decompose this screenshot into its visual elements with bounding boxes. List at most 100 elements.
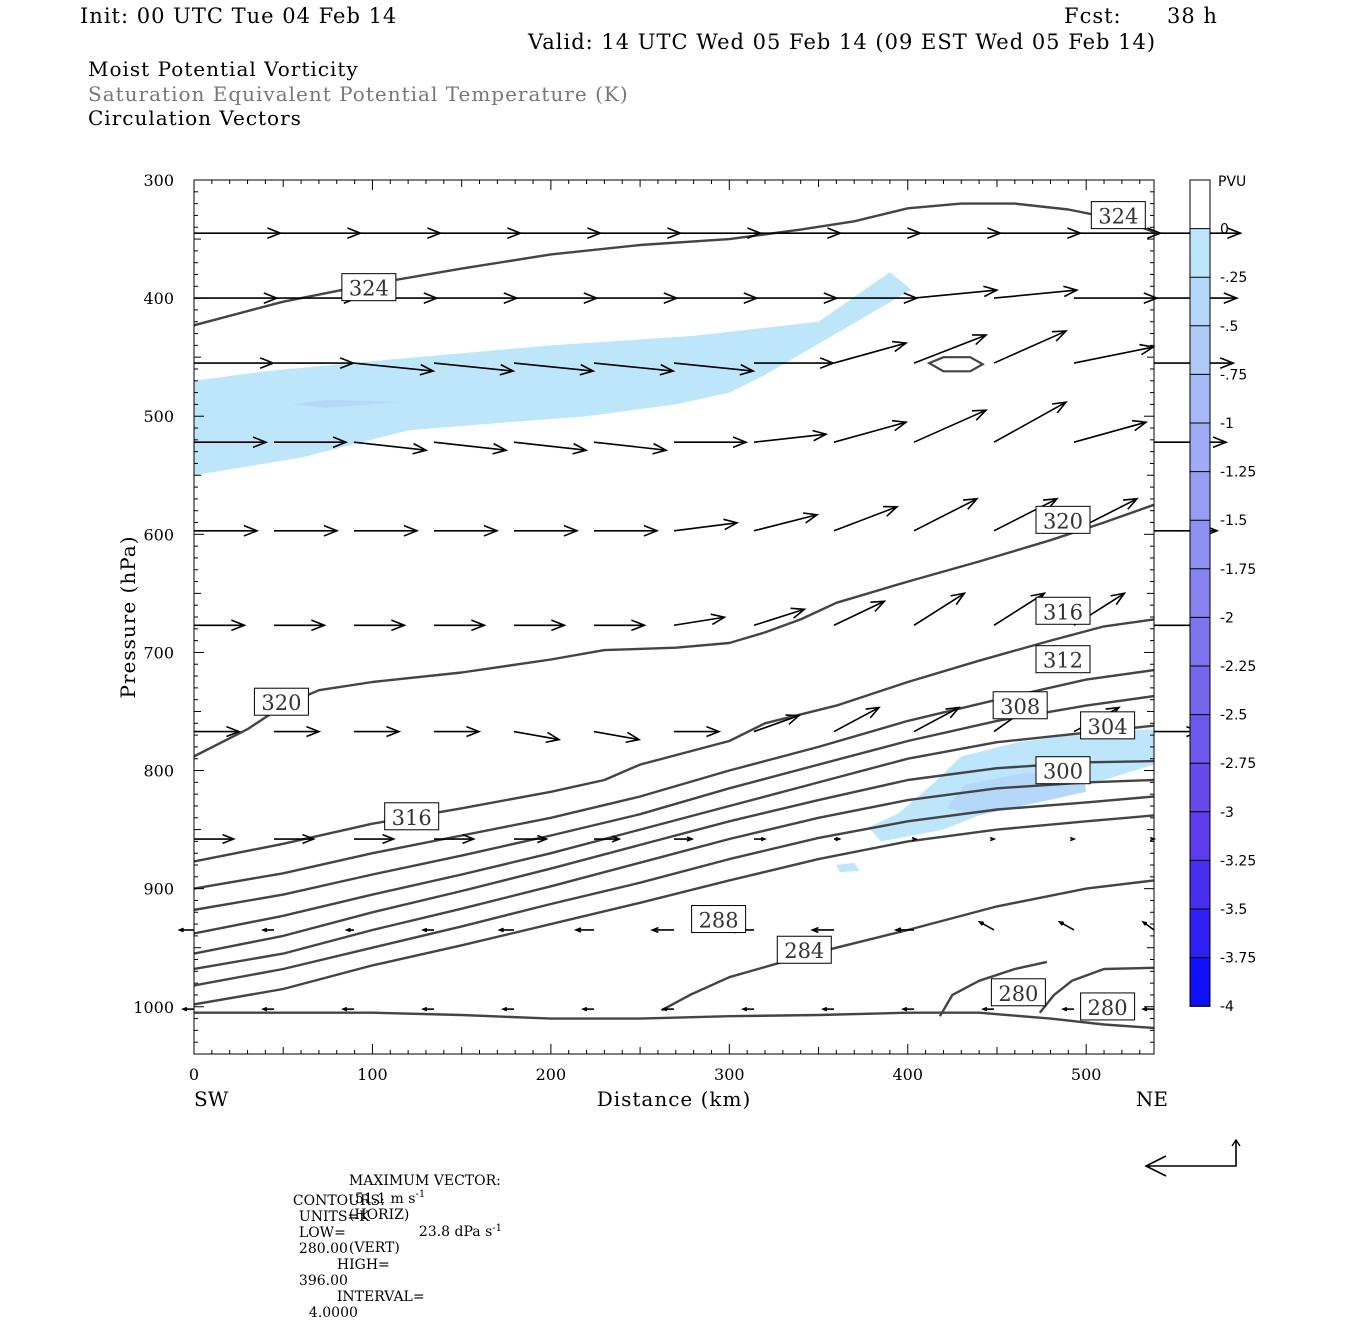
colorbar-swatch (1190, 228, 1210, 278)
contour-label-layer: 3243243203203163123083043003162882842802… (253, 201, 1146, 1021)
x-end-label-right: NE (1136, 1087, 1168, 1111)
circulation-vector (1057, 920, 1075, 931)
circulation-vector (913, 592, 967, 626)
contour-label: 280 (990, 978, 1046, 1007)
init-time: Init: 00 UTC Tue 04 Feb 14 (80, 4, 398, 28)
circulation-vector (261, 1006, 274, 1012)
circulation-vector (1073, 343, 1156, 364)
contour-label: 320 (253, 687, 309, 716)
colorbar-swatch (1190, 957, 1210, 1007)
circulation-vector (514, 619, 567, 632)
circulation-vector (1149, 836, 1157, 842)
circulation-vector (753, 714, 802, 733)
colorbar-swatch (1190, 471, 1210, 521)
max-vert-exponent: -1 (492, 1222, 503, 1234)
contour-label: 284 (776, 935, 832, 964)
svg-text:320: 320 (261, 691, 301, 715)
svg-text:324: 324 (349, 277, 389, 301)
circulation-vector (1141, 920, 1155, 931)
circulation-vector (514, 834, 549, 844)
theta-contour-line (1038, 966, 1154, 1014)
contours-label: CONTOURS: (292, 1193, 385, 1209)
colorbar-swatch (1190, 909, 1210, 958)
theta-contour-line (194, 759, 1154, 955)
circulation-vector (834, 227, 923, 240)
circulation-vector (1073, 419, 1149, 443)
circulation-vector (274, 725, 322, 738)
circulation-vector (194, 292, 279, 305)
svg-text:312: 312 (1043, 649, 1083, 673)
contours-low-label: LOW= (298, 1225, 346, 1241)
circulation-vector (434, 292, 519, 305)
colorbar-label: -1.5 (1220, 513, 1247, 529)
circulation-vector (993, 285, 1079, 299)
x-tick-label: 0 (189, 1065, 199, 1084)
theta-contour-line (194, 1011, 1154, 1030)
contour-label: 320 (1035, 505, 1091, 534)
circulation-vector (901, 1006, 914, 1012)
x-end-label-left: SW (194, 1087, 229, 1111)
circulation-vector (754, 357, 836, 369)
colorbar-swatch (1190, 666, 1210, 715)
cross-section-chart: 3243243203203163123083043003162882842802… (116, 171, 1256, 1177)
circulation-vector (1069, 836, 1077, 842)
circulation-vector (354, 227, 443, 240)
circulation-vector (353, 362, 436, 376)
contour-label: 316 (384, 802, 440, 831)
circulation-vector (181, 1006, 194, 1012)
colorbar-swatch (1190, 811, 1210, 861)
theta-contour-line (194, 814, 1154, 1006)
circulation-vector (913, 409, 988, 443)
colorbar-swatch (1190, 374, 1210, 423)
contours-low-value: 280.00 (298, 1241, 348, 1257)
contour-label: 324 (341, 273, 397, 302)
axes-layer: 0 100 200 300 400 500 300 400 500 600 700 800 900 100… (116, 171, 1168, 1111)
contours-interval-value: 4.0000 (308, 1305, 358, 1321)
circulation-vector (497, 927, 514, 933)
x-tick-label: 200 (536, 1065, 567, 1084)
circulation-vector (1141, 1006, 1154, 1012)
forecast-label: Fcst: (1064, 4, 1122, 28)
circulation-vector (993, 497, 1059, 532)
circulation-vector (513, 441, 589, 455)
y-tick-label: 1000 (133, 998, 174, 1017)
circulation-vector (274, 833, 316, 845)
colorbar-label: -3.75 (1220, 951, 1256, 967)
theta-contour-line (660, 879, 1154, 1012)
circulation-vector (753, 607, 807, 627)
circulation-vector (421, 1006, 434, 1012)
contour-label: 300 (1035, 756, 1091, 785)
circulation-vector (421, 927, 434, 933)
x-tick-label: 300 (714, 1065, 745, 1084)
circulation-vector (194, 524, 260, 537)
circulation-vector (594, 227, 683, 240)
circulation-vector (513, 362, 596, 376)
y-tick-label: 600 (143, 525, 174, 544)
colorbar-label: -4 (1220, 999, 1234, 1015)
y-tick-label: 300 (143, 171, 174, 190)
circulation-vector (274, 227, 363, 240)
circulation-vector (434, 524, 500, 537)
contours-high-label: HIGH= (336, 1257, 390, 1273)
circulation-vector (914, 227, 1003, 240)
colorbar-label: -1.25 (1220, 465, 1256, 481)
colorbar-label: -1 (1220, 416, 1234, 432)
theta-contour-closed (926, 356, 985, 373)
circulation-vector (594, 292, 679, 305)
circulation-vector (911, 836, 918, 842)
theta-contour-line (938, 960, 1048, 1017)
circulation-vector (810, 926, 834, 934)
circulation-vector (821, 1006, 834, 1012)
circulation-vector (354, 619, 407, 632)
svg-text:288: 288 (699, 909, 739, 933)
theta-contour-line (194, 795, 1154, 987)
reference-vector-icon (1144, 1138, 1241, 1177)
circulation-vector (673, 362, 756, 376)
y-tick-label: 800 (143, 762, 174, 781)
circulation-vector (194, 619, 247, 632)
circulation-vector (434, 725, 482, 738)
field-title-pv: Moist Potential Vorticity (88, 57, 359, 81)
colorbar-label: -1.75 (1220, 562, 1256, 578)
svg-text:300: 300 (1043, 760, 1083, 784)
x-tick-label: 100 (357, 1065, 388, 1084)
